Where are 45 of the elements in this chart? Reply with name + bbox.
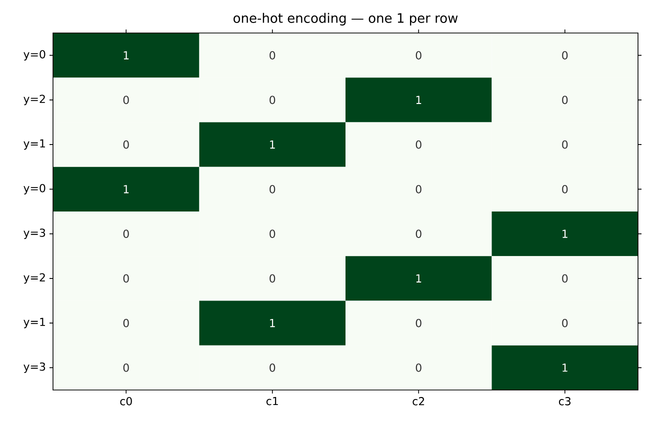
- data-label: 0: [562, 51, 568, 60]
- y-tick-label: y=2: [24, 94, 45, 106]
- data-label: 0: [416, 51, 422, 60]
- y-tick-label: y=0: [24, 50, 46, 61]
- data-label: 0: [416, 185, 422, 194]
- data-label: 0: [123, 274, 129, 283]
- x-tick-label: c3: [558, 397, 571, 406]
- data-label: 0: [123, 96, 129, 104]
- data-label: 0: [562, 274, 568, 283]
- data-label: 0: [123, 364, 129, 372]
- data-label: 0: [270, 274, 276, 283]
- y-tick-label: y=2: [24, 273, 45, 284]
- data-label: 0: [416, 364, 422, 372]
- data-label: 0: [270, 364, 276, 372]
- y-tick-label: y=1: [24, 318, 45, 328]
- data-label: 1: [270, 140, 275, 149]
- data-label: 0: [562, 96, 568, 104]
- data-label: 1: [124, 185, 129, 194]
- data-label: 0: [270, 96, 276, 104]
- y-tick-label: y=3: [24, 228, 46, 240]
- data-label: 0: [562, 185, 568, 194]
- data-label: 1: [124, 51, 129, 60]
- data-label: 0: [416, 318, 422, 328]
- data-label: 0: [416, 230, 422, 238]
- data-label: 1: [416, 274, 422, 282]
- data-label: 0: [123, 318, 129, 328]
- x-tick-label: c2: [412, 397, 424, 406]
- y-tick-label: y=3: [24, 362, 46, 373]
- data-label: 1: [416, 96, 422, 104]
- data-label: 0: [270, 185, 276, 194]
- data-label: 1: [562, 364, 568, 372]
- x-tick-label: c0: [120, 397, 132, 406]
- data-label: 0: [123, 230, 129, 238]
- x-tick-label: c1: [266, 397, 278, 406]
- y-tick-label: y=0: [24, 184, 46, 194]
- data-label: 0: [562, 140, 568, 149]
- data-label: 0: [416, 140, 422, 149]
- data-label: 1: [270, 319, 275, 328]
- data-label: 0: [270, 230, 276, 238]
- data-label: 0: [270, 51, 276, 60]
- chart-title: one-hot encoding — one 1 per row: [234, 12, 458, 26]
- y-tick-label: y=1: [24, 139, 45, 150]
- data-label: 0: [123, 140, 129, 149]
- data-label: 1: [562, 230, 568, 238]
- data-label: 0: [562, 318, 568, 328]
